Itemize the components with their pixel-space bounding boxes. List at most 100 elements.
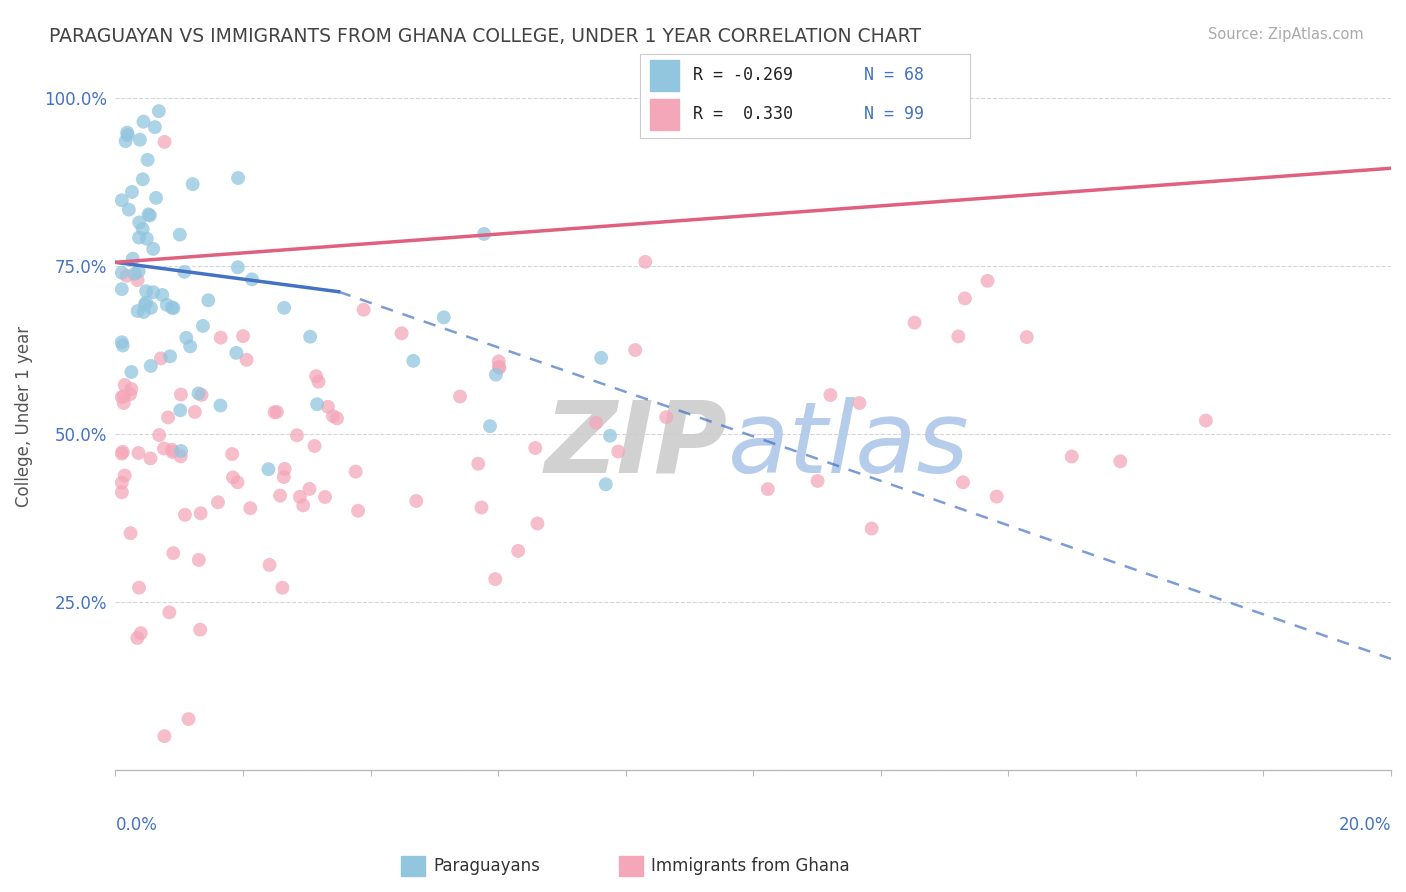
Point [142,285,165,300]
Point [402,354,425,368]
Point [298,482,321,496]
Point [488,359,510,374]
Point [1015,330,1038,344]
Point [114,134,136,148]
Point [120,526,142,541]
Point [120,382,142,396]
Point [470,500,492,515]
Text: ZIP: ZIP [544,397,728,493]
Point [472,227,495,241]
Point [263,405,285,419]
Text: 20.0%: 20.0% [1339,815,1391,834]
Text: atlas: atlas [728,397,969,493]
Point [131,222,153,236]
Point [174,331,197,345]
Point [148,104,170,119]
Point [305,369,328,384]
Point [128,581,150,595]
Point [173,265,195,279]
Point [111,266,134,280]
Point [449,390,471,404]
Point [188,623,211,637]
Point [128,230,150,244]
Text: R =  0.330: R = 0.330 [693,105,793,123]
Point [259,558,281,572]
Point [187,386,209,401]
Point [170,387,193,401]
Point [344,465,367,479]
Point [120,387,142,401]
Point [508,544,530,558]
Point [111,445,134,459]
Point [948,329,970,343]
Point [153,729,176,743]
Point [111,194,134,208]
Point [269,489,291,503]
Point [952,475,974,490]
Point [292,499,315,513]
Point [184,405,207,419]
Point [143,120,166,135]
Point [209,399,232,413]
Point [467,457,489,471]
Point [226,171,249,186]
Point [111,338,134,352]
Point [121,185,143,199]
Text: N = 68: N = 68 [865,66,924,84]
Point [132,305,155,319]
Point [112,389,135,403]
Point [353,302,375,317]
Point [585,416,607,430]
Y-axis label: College, Under 1 year: College, Under 1 year [15,326,32,508]
Point [433,310,456,325]
Point [174,508,197,522]
Point [111,335,134,350]
Point [599,428,621,442]
Point [169,227,191,242]
Point [111,447,134,461]
Point [127,631,149,645]
Point [157,410,180,425]
Point [526,516,548,531]
Point [820,388,842,402]
Point [170,450,193,464]
Point [347,504,370,518]
Point [307,397,329,411]
Point [135,295,157,310]
Point [134,297,156,311]
Point [271,581,294,595]
Text: R = -0.269: R = -0.269 [693,66,793,84]
Point [976,274,998,288]
Text: Immigrants from Ghana: Immigrants from Ghana [651,857,849,875]
Point [139,301,162,315]
Point [655,410,678,425]
Point [288,490,311,504]
Point [225,346,247,360]
Point [197,293,219,308]
Point [226,475,249,490]
Point [304,439,326,453]
Point [127,273,149,287]
Point [135,285,157,299]
Point [115,268,138,283]
Point [191,318,214,333]
Point [145,191,167,205]
Point [162,445,184,459]
Point [235,352,257,367]
Point [162,301,184,315]
Point [114,378,136,392]
Point [127,304,149,318]
Point [128,264,150,278]
Point [322,409,344,423]
Point [156,298,179,312]
Point [595,477,617,491]
Point [177,712,200,726]
Point [624,343,647,357]
Point [273,462,295,476]
Point [190,388,212,402]
Point [139,451,162,466]
Point [273,470,295,484]
Point [111,485,134,500]
Point [150,288,173,302]
Point [257,462,280,476]
